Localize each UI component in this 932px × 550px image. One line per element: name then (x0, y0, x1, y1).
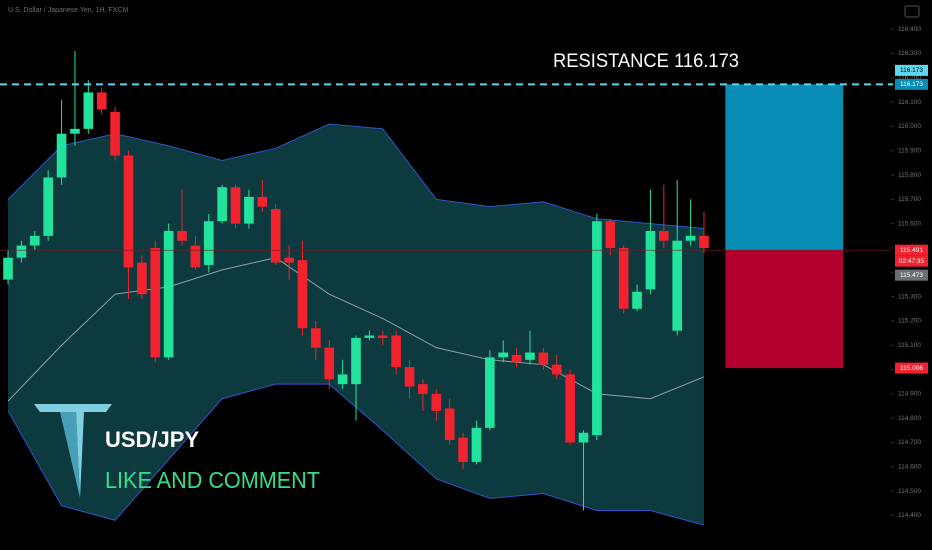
candle-body (377, 335, 388, 338)
candle-body (190, 245, 201, 268)
y-tick-label: 116.200 (898, 75, 921, 82)
candle-body (659, 230, 669, 241)
resistance-label: RESISTANCE 116.173 (553, 51, 739, 72)
price-badge (895, 244, 928, 256)
logo (34, 404, 112, 498)
candle-body (525, 352, 535, 360)
candle-body (217, 187, 227, 222)
y-tick-label: 114.600 (898, 464, 921, 471)
price-badge-label: 115.491 (900, 247, 923, 254)
candle-body (645, 230, 656, 290)
candle-body (163, 230, 174, 358)
y-tick-label: 115.300 (898, 293, 921, 300)
stop-zone (725, 250, 844, 369)
y-tick-label: 114.400 (898, 512, 921, 519)
candle-body (632, 291, 642, 309)
candle-body (592, 221, 602, 436)
candle-body (618, 247, 629, 309)
candle-body (270, 209, 281, 263)
y-tick-label: 115.700 (898, 196, 921, 203)
candle-body (29, 235, 40, 246)
candle-body (110, 111, 120, 156)
candle-body (364, 335, 375, 338)
candle-body (578, 432, 589, 443)
price-badge (895, 269, 928, 281)
candle-body (244, 196, 254, 224)
candle-body (431, 393, 442, 411)
candle-body (203, 221, 214, 265)
candle-body (351, 337, 361, 385)
candle-body (137, 262, 147, 295)
candle-body (337, 374, 348, 385)
y-tick-label: 115.200 (898, 318, 921, 325)
price-badge (895, 64, 928, 76)
candle-body (498, 352, 509, 358)
y-tick-label: 115.800 (898, 172, 921, 179)
y-tick-label: 116.300 (898, 50, 921, 57)
candle-body (418, 384, 428, 394)
y-tick-label: 114.500 (898, 488, 921, 495)
y-tick-label: 114.800 (898, 415, 921, 422)
candle-body (297, 260, 308, 329)
y-tick-label: 116.400 (898, 26, 921, 33)
candle-body (3, 257, 13, 280)
candle-body (43, 177, 53, 236)
target-zone (725, 84, 844, 251)
candle-body (699, 235, 709, 248)
candle-body (83, 92, 94, 129)
candle-body (284, 257, 294, 263)
candle-body (230, 187, 241, 224)
candle-body (56, 133, 67, 178)
y-tick-label: 115.600 (898, 220, 921, 227)
candle-body (96, 92, 107, 110)
price-badge-label: 116.173 (900, 81, 923, 88)
candle-body (511, 354, 522, 363)
candle-body (565, 374, 575, 443)
candle-body (551, 364, 562, 375)
symbol-label: USD/JPY (105, 427, 199, 452)
band-middle (7, 257, 705, 402)
candle-body (672, 240, 683, 331)
call-to-action: LIKE AND COMMENT (105, 467, 320, 493)
band-upper (7, 123, 705, 230)
candle-body (605, 221, 616, 248)
candle-body (177, 230, 187, 241)
price-badge-label: 115.473 (900, 272, 923, 279)
y-tick-label: 115.100 (898, 342, 921, 349)
candle-body (685, 235, 696, 241)
candle-body (123, 155, 134, 268)
candle-body (311, 328, 321, 348)
candle-body (444, 408, 455, 441)
candle-body (150, 247, 161, 358)
candle-body (257, 196, 268, 207)
price-badge (895, 78, 928, 90)
y-tick-label: 114.900 (898, 391, 921, 398)
price-badge-label: 115.006 (900, 365, 923, 372)
candle-body (16, 245, 27, 258)
countdown-badge (895, 255, 928, 267)
candle-body (70, 128, 80, 134)
candle-body (471, 427, 482, 462)
candle-body (391, 335, 401, 368)
countdown-label: 02:47:35 (899, 258, 925, 265)
candle-body (485, 357, 495, 428)
candle-body (458, 437, 468, 462)
candle-body (404, 367, 415, 387)
candle-body (324, 347, 335, 380)
chart-title: U.S. Dollar / Japanese Yen, 1H, FXCM (8, 7, 128, 14)
candle-body (538, 352, 549, 365)
y-tick-label: 116.000 (898, 123, 921, 130)
price-badge (895, 362, 928, 374)
plot (0, 51, 891, 526)
settings-button[interactable] (904, 5, 920, 18)
y-tick-label: 115.900 (898, 147, 921, 154)
price-badge-label: 116.173 (900, 67, 923, 74)
y-tick-label: 116.100 (898, 99, 921, 106)
y-tick-label: 114.700 (898, 439, 921, 446)
